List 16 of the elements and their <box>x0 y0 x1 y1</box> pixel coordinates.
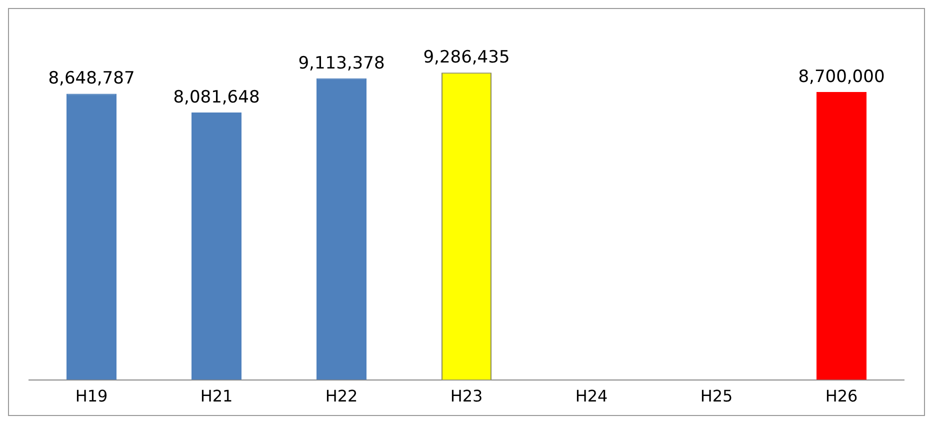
data-label: 8,700,000 <box>798 66 885 87</box>
data-label: 9,286,435 <box>423 48 510 68</box>
data-label: 9,113,378 <box>298 53 385 74</box>
bar <box>192 112 242 380</box>
data-label: 8,648,787 <box>48 68 135 89</box>
x-tick-label: H23 <box>450 386 483 406</box>
bar <box>66 94 116 380</box>
x-tick-label: H24 <box>575 386 608 406</box>
x-tick-label: H26 <box>825 386 858 406</box>
data-label: 8,081,648 <box>173 87 260 108</box>
bar <box>816 92 866 380</box>
x-tick-label: H19 <box>75 386 108 406</box>
x-tick-label: H21 <box>200 386 233 406</box>
x-tick-label: H22 <box>325 386 358 406</box>
x-tick-label: H25 <box>700 386 733 406</box>
bar <box>316 78 366 380</box>
